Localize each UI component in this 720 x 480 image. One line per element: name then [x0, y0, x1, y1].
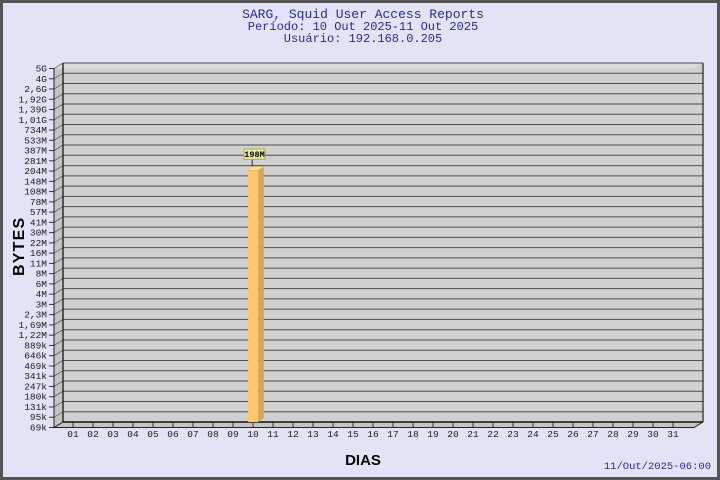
svg-text:22: 22	[487, 429, 499, 440]
svg-text:31: 31	[667, 429, 679, 440]
svg-text:04: 04	[127, 429, 139, 440]
svg-text:16: 16	[367, 429, 379, 440]
svg-text:30: 30	[647, 429, 659, 440]
svg-text:20: 20	[447, 429, 459, 440]
svg-text:07: 07	[187, 429, 198, 440]
svg-text:21: 21	[467, 429, 479, 440]
svg-text:10: 10	[247, 429, 259, 440]
svg-text:06: 06	[167, 429, 179, 440]
svg-text:28: 28	[607, 429, 619, 440]
svg-text:02: 02	[87, 429, 99, 440]
svg-text:11: 11	[267, 429, 279, 440]
svg-text:01: 01	[67, 429, 79, 440]
svg-text:29: 29	[627, 429, 639, 440]
svg-text:25: 25	[547, 429, 559, 440]
svg-text:14: 14	[327, 429, 339, 440]
svg-text:26: 26	[567, 429, 579, 440]
svg-text:69k: 69k	[30, 423, 47, 434]
svg-text:03: 03	[107, 429, 119, 440]
svg-text:05: 05	[147, 429, 159, 440]
svg-text:19: 19	[427, 429, 439, 440]
svg-text:08: 08	[207, 429, 219, 440]
svg-text:13: 13	[307, 429, 319, 440]
svg-text:17: 17	[387, 429, 398, 440]
svg-text:198M: 198M	[244, 150, 264, 160]
svg-text:27: 27	[587, 429, 598, 440]
svg-text:23: 23	[507, 429, 519, 440]
svg-text:12: 12	[287, 429, 299, 440]
svg-text:15: 15	[347, 429, 359, 440]
svg-text:18: 18	[407, 429, 419, 440]
svg-text:09: 09	[227, 429, 239, 440]
svg-text:24: 24	[527, 429, 539, 440]
